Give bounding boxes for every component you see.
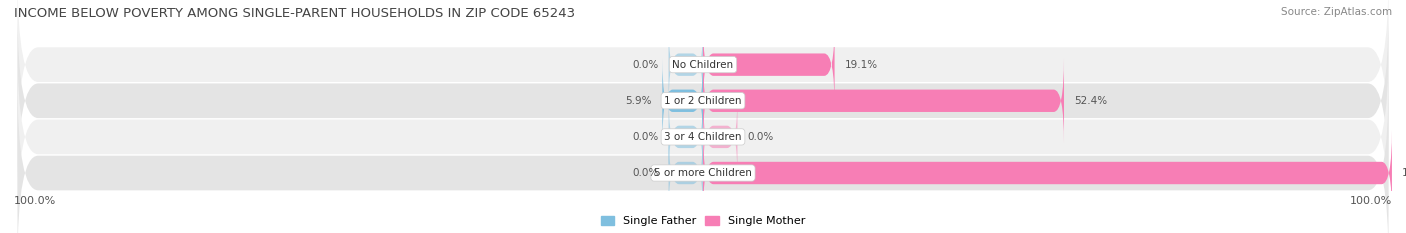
Legend: Single Father, Single Mother: Single Father, Single Mother — [600, 216, 806, 226]
Text: 0.0%: 0.0% — [748, 132, 775, 142]
FancyBboxPatch shape — [669, 130, 703, 216]
Text: INCOME BELOW POVERTY AMONG SINGLE-PARENT HOUSEHOLDS IN ZIP CODE 65243: INCOME BELOW POVERTY AMONG SINGLE-PARENT… — [14, 7, 575, 20]
Text: 3 or 4 Children: 3 or 4 Children — [664, 132, 742, 142]
Text: 52.4%: 52.4% — [1074, 96, 1108, 106]
Text: 19.1%: 19.1% — [845, 60, 877, 70]
Text: 100.0%: 100.0% — [1402, 168, 1406, 178]
Text: No Children: No Children — [672, 60, 734, 70]
FancyBboxPatch shape — [17, 10, 1389, 192]
Text: 0.0%: 0.0% — [631, 60, 658, 70]
FancyBboxPatch shape — [703, 130, 1392, 216]
FancyBboxPatch shape — [703, 94, 738, 180]
Text: 100.0%: 100.0% — [14, 196, 56, 206]
Text: 5.9%: 5.9% — [626, 96, 652, 106]
FancyBboxPatch shape — [17, 82, 1389, 233]
Text: 1 or 2 Children: 1 or 2 Children — [664, 96, 742, 106]
FancyBboxPatch shape — [662, 58, 703, 144]
Text: Source: ZipAtlas.com: Source: ZipAtlas.com — [1281, 7, 1392, 17]
Text: 100.0%: 100.0% — [1350, 196, 1392, 206]
FancyBboxPatch shape — [669, 22, 703, 108]
FancyBboxPatch shape — [669, 94, 703, 180]
FancyBboxPatch shape — [703, 22, 835, 108]
FancyBboxPatch shape — [17, 0, 1389, 156]
Text: 5 or more Children: 5 or more Children — [654, 168, 752, 178]
FancyBboxPatch shape — [703, 58, 1064, 144]
Text: 0.0%: 0.0% — [631, 168, 658, 178]
FancyBboxPatch shape — [17, 46, 1389, 228]
Text: 0.0%: 0.0% — [631, 132, 658, 142]
